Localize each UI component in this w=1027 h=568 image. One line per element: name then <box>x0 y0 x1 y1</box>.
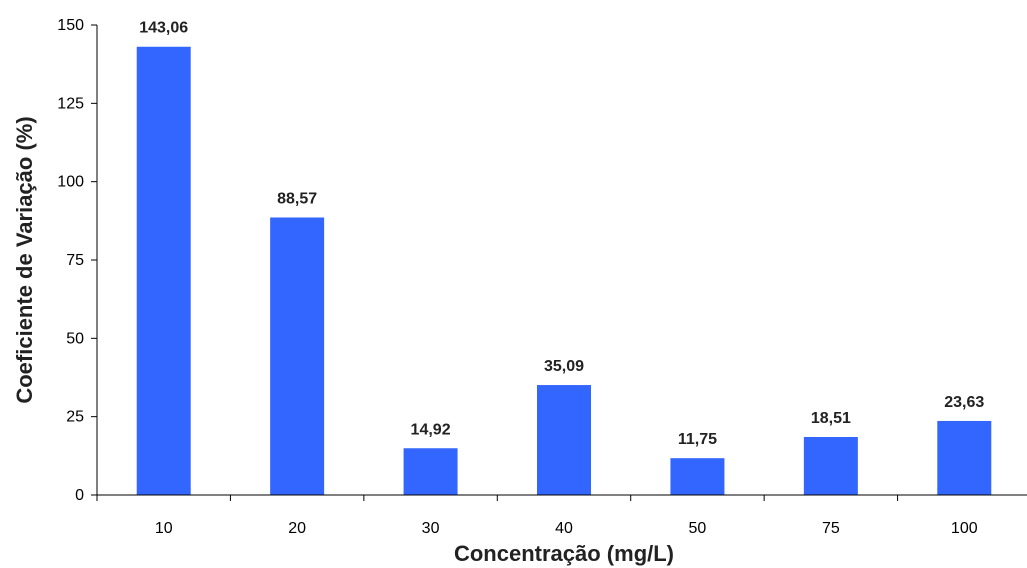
y-tick-label: 100 <box>57 174 84 191</box>
data-label-20: 88,57 <box>277 190 317 207</box>
x-tick-label: 20 <box>288 520 306 537</box>
bar-100 <box>937 421 991 495</box>
bar-20 <box>270 217 324 495</box>
x-tick-label: 75 <box>822 520 840 537</box>
bar-30 <box>404 448 458 495</box>
y-tick-label: 75 <box>66 252 84 269</box>
y-tick-label: 150 <box>57 17 84 34</box>
y-tick-label: 25 <box>66 409 84 426</box>
data-label-75: 18,51 <box>811 410 851 427</box>
y-tick-label: 50 <box>66 330 84 347</box>
x-axis: 10 20 30 40 50 75 100 <box>97 495 1027 537</box>
data-label-50: 11,75 <box>678 431 717 448</box>
y-tick-label: 0 <box>75 487 84 504</box>
bars-group <box>137 47 992 495</box>
bar-10 <box>137 47 191 495</box>
y-axis-title: Coeficiente de Variação (%) <box>12 116 37 403</box>
x-tick-label: 50 <box>689 520 707 537</box>
x-tick-label: 40 <box>555 520 573 537</box>
bar-50 <box>670 458 724 495</box>
x-tick-label: 10 <box>155 520 173 537</box>
x-tick-label: 30 <box>422 520 440 537</box>
data-label-30: 14,92 <box>411 421 451 438</box>
x-axis-title: Concentração (mg/L) <box>454 541 674 566</box>
value-labels-group: 143,06 88,57 14,92 35,09 11,75 18,51 23,63 <box>139 20 984 448</box>
y-axis: 0 25 50 75 100 125 150 <box>57 17 97 504</box>
data-label-100: 23,63 <box>944 394 984 411</box>
data-label-40: 35,09 <box>544 358 584 375</box>
bar-75 <box>804 437 858 495</box>
y-tick-label: 125 <box>57 95 84 112</box>
bar-40 <box>537 385 591 495</box>
data-label-10: 143,06 <box>139 20 188 37</box>
x-tick-label: 100 <box>951 520 978 537</box>
